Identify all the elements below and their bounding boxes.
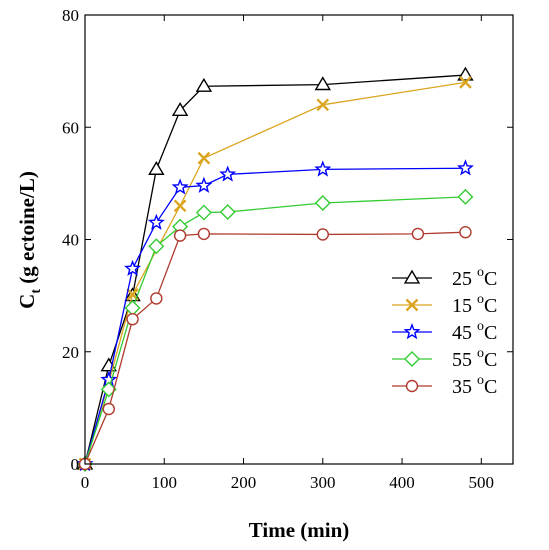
data-point <box>148 160 165 175</box>
plot-frame <box>84 14 514 465</box>
data-point <box>126 312 139 326</box>
data-point <box>316 228 329 241</box>
data-point <box>219 204 236 220</box>
legend-label: 15 oC <box>452 292 497 317</box>
data-point <box>195 204 212 221</box>
data-point <box>171 178 189 195</box>
legend-unit: C <box>484 376 497 398</box>
legend-unit: C <box>484 295 497 317</box>
data-point <box>459 76 472 89</box>
y-axis-title: Ct (g ectoine/L) <box>15 171 44 309</box>
y-axis-title-main: C <box>15 294 39 309</box>
legend-label: 25 oC <box>452 265 497 290</box>
data-point <box>411 227 425 241</box>
data-point <box>147 213 165 230</box>
x-axis-title: Time (min) <box>249 518 350 542</box>
legend-marker <box>405 379 419 393</box>
data-point <box>219 165 237 182</box>
x-tick-label: 400 <box>389 473 415 492</box>
y-tick-label: 0 <box>71 455 80 474</box>
legend-degree: o <box>477 292 484 307</box>
data-point <box>197 227 211 241</box>
legend-value: 45 <box>452 322 477 344</box>
legend-unit: C <box>484 322 497 344</box>
data-point <box>124 259 142 276</box>
y-tick-label: 80 <box>62 6 79 25</box>
legend-label: 55 oC <box>452 346 497 371</box>
y-axis-title-rest: (g ectoine/L) <box>15 171 39 289</box>
legend-degree: o <box>477 319 484 334</box>
legend-entry: 35 oC <box>392 373 497 398</box>
data-point <box>171 102 189 117</box>
data-point <box>314 160 332 177</box>
legend-unit: C <box>484 349 497 371</box>
x-tick-label: 500 <box>469 473 495 492</box>
data-point <box>100 381 117 398</box>
series-line <box>84 231 466 465</box>
data-point <box>456 159 474 176</box>
data-point <box>316 98 330 112</box>
series-layer <box>76 66 474 472</box>
data-point <box>457 188 474 205</box>
x-tick-label: 200 <box>231 473 257 492</box>
data-point <box>197 151 211 165</box>
legend-label: 35 oC <box>452 373 497 398</box>
y-tick-label: 60 <box>62 118 79 137</box>
legend-entry: 45 oC <box>392 319 497 344</box>
series-line <box>84 167 466 465</box>
legend-degree: o <box>477 373 484 388</box>
x-tick-label: 0 <box>81 473 90 492</box>
data-point <box>150 292 163 305</box>
y-tick-label: 20 <box>62 343 79 362</box>
series-line <box>84 81 466 465</box>
y-tick-label: 40 <box>62 231 79 250</box>
legend-degree: o <box>477 265 484 280</box>
legend-value: 15 <box>452 295 477 317</box>
legend-value: 35 <box>452 376 477 398</box>
data-point <box>314 195 331 212</box>
data-point <box>314 76 332 91</box>
legend-value: 25 <box>452 268 477 290</box>
legend-entry: 55 oC <box>392 346 497 371</box>
legend-marker <box>403 323 421 340</box>
legend-unit: C <box>484 268 497 290</box>
legend-label: 45 oC <box>452 319 497 344</box>
axes <box>84 14 514 465</box>
x-tick-label: 100 <box>152 473 178 492</box>
series-line <box>84 74 466 465</box>
legend-value: 55 <box>452 349 477 371</box>
data-point <box>195 176 213 193</box>
legend-entry: 25 oC <box>392 265 497 290</box>
legend-marker <box>404 351 420 367</box>
data-point <box>173 199 187 213</box>
data-point <box>173 229 187 242</box>
data-point <box>457 66 474 81</box>
legend-marker <box>403 269 421 284</box>
data-point <box>148 238 165 255</box>
data-point <box>459 226 472 239</box>
legend-marker <box>405 298 419 312</box>
data-point <box>102 402 115 416</box>
data-point <box>195 77 213 92</box>
y-axis-title-sub: t <box>29 289 44 294</box>
legend-degree: o <box>477 346 484 361</box>
legend-entry: 15 oC <box>392 292 497 317</box>
x-tick-label: 300 <box>310 473 336 492</box>
series-4 <box>78 226 472 471</box>
